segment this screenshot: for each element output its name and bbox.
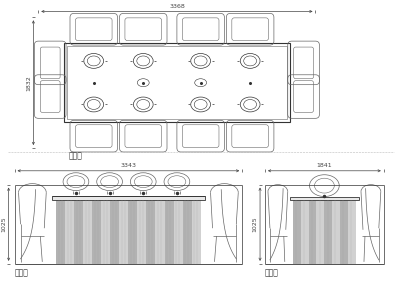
Bar	[192, 200, 201, 264]
Bar	[174, 200, 182, 264]
Bar	[110, 200, 119, 264]
Text: 正视图: 正视图	[14, 269, 28, 278]
Text: 侧视图: 侧视图	[265, 269, 279, 278]
Text: 1832: 1832	[26, 75, 31, 91]
Bar	[83, 200, 92, 264]
Bar	[92, 200, 101, 264]
Bar	[64, 43, 290, 122]
Bar	[301, 200, 308, 264]
Bar	[52, 196, 205, 200]
Bar	[138, 200, 146, 264]
Bar	[101, 200, 110, 264]
Text: 3368: 3368	[169, 4, 185, 9]
Bar	[65, 200, 74, 264]
Bar	[332, 200, 340, 264]
Bar	[290, 196, 359, 200]
Bar	[348, 200, 356, 264]
Bar	[156, 200, 164, 264]
Bar	[119, 200, 128, 264]
Text: 3343: 3343	[120, 163, 136, 168]
Bar	[74, 200, 83, 264]
Text: 顶视图: 顶视图	[69, 151, 83, 160]
Bar	[293, 200, 301, 264]
Bar	[340, 200, 348, 264]
Text: 1025: 1025	[1, 216, 6, 232]
Bar	[182, 200, 192, 264]
Bar	[146, 200, 156, 264]
Bar	[164, 200, 174, 264]
Bar	[316, 200, 324, 264]
Text: 1025: 1025	[252, 216, 258, 232]
Bar	[128, 200, 138, 264]
Bar	[324, 200, 332, 264]
Bar	[67, 46, 287, 119]
Bar	[56, 200, 65, 264]
Text: 1841: 1841	[316, 163, 332, 168]
Bar	[308, 200, 316, 264]
